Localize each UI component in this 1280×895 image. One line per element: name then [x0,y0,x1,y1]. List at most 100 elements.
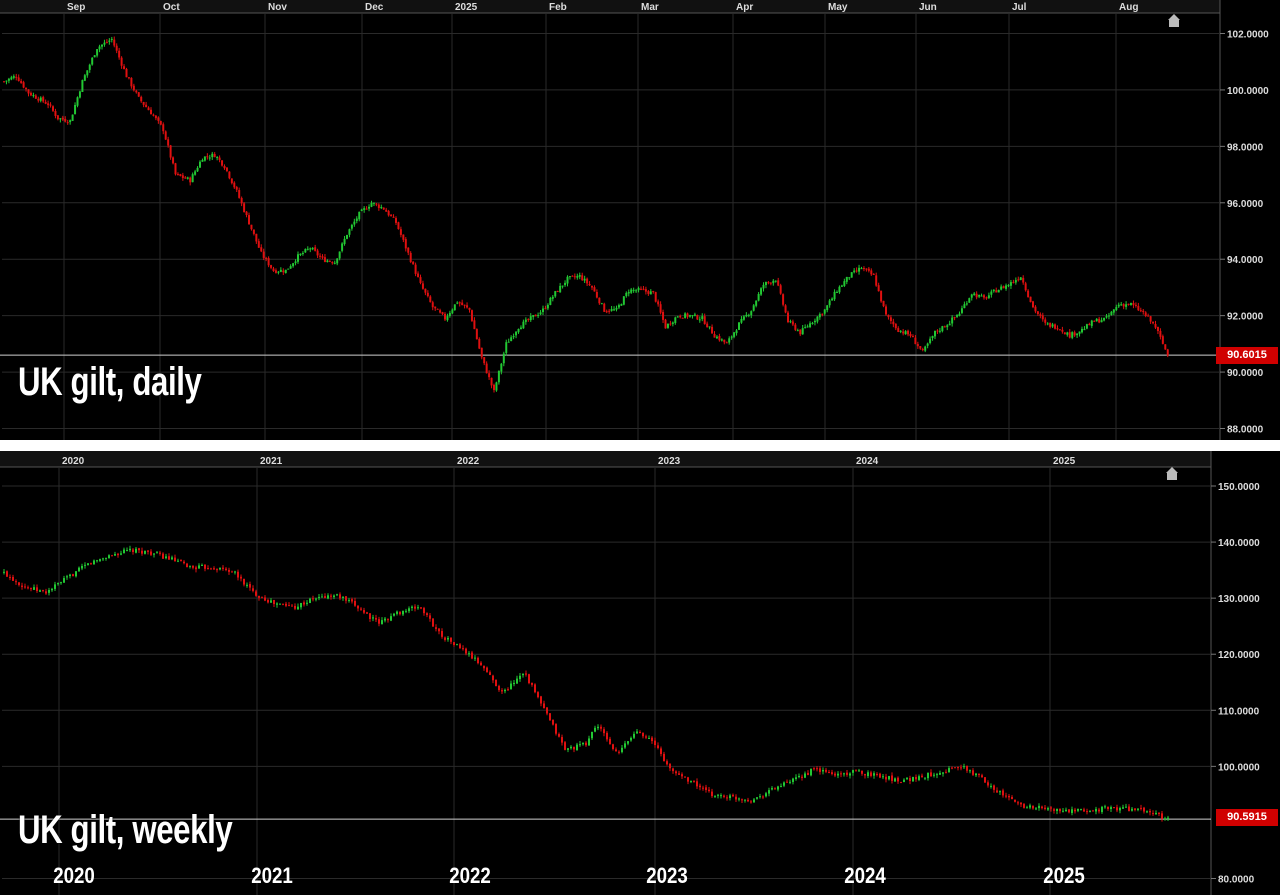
candle-down [135,90,138,93]
candle-down [152,114,155,116]
candle-down [1164,344,1167,350]
candle-up [792,778,794,782]
candle-up [510,683,512,689]
candle-up [624,743,626,748]
candle-down [819,768,821,772]
candle-down [902,331,905,334]
candle-down [1140,807,1142,809]
candle-down [864,774,866,776]
candle-up [326,260,329,263]
candle-down [1039,314,1042,316]
candle-up [774,280,777,282]
candle-up [300,602,302,608]
candle-up [610,309,613,311]
candle-down [897,328,900,332]
candle-up [938,330,941,332]
candle-up [735,330,738,334]
candle-down [1002,286,1005,289]
candle-down [360,608,362,610]
candle-up [532,315,535,317]
candle-down [930,772,932,777]
candle-up [582,742,584,745]
candle-down [544,308,547,310]
candle-down [420,607,422,609]
candle-down [666,761,668,765]
candle-down [1139,310,1142,312]
candle-up [968,298,971,303]
candle-up [1083,329,1086,331]
candle-down [24,586,26,588]
candle-up [818,314,821,318]
candle-down [543,703,545,709]
x-axis-label: Mar [641,2,659,13]
candle-down [490,377,493,386]
candle-down [782,294,785,305]
weekly-chart: 2020 2021 2022 2023 2024 2025 150.0000 140.0000… [0,451,1280,895]
candle-down [240,576,242,579]
candle-down [328,260,331,262]
candle-down [870,270,873,275]
candle-down [1149,316,1152,322]
candle-down [12,577,14,581]
candle-up [1019,277,1022,281]
candle-up [551,296,554,299]
candle-down [957,767,959,769]
candle-down [459,644,461,648]
candle-up [1167,817,1169,819]
candle-down [330,595,332,597]
reset-view-home-icon[interactable] [1168,14,1180,27]
candle-down [291,605,293,607]
candle-down [1152,813,1154,815]
candle-up [510,337,513,342]
candle-up [753,799,755,803]
candle-down [791,321,794,325]
candle-up [287,268,290,270]
x-axis-label: Aug [1119,2,1138,13]
candle-down [618,751,620,753]
candle-down [485,363,488,374]
candle-up [1095,808,1097,812]
candle-down [686,313,689,317]
candle-up [372,202,375,204]
candle-up [720,795,722,797]
reset-view-home-icon[interactable] [1166,467,1178,480]
candle-up [853,270,856,273]
candle-up [1122,807,1124,809]
candle-down [603,729,605,734]
candle-down [441,312,444,315]
candle-down [654,292,657,302]
candle-down [213,154,216,158]
candle-up [338,251,341,259]
candle-down [255,233,258,242]
candle-down [213,568,215,570]
candle-down [705,787,707,790]
candle-down [525,673,527,675]
candle-down [552,719,554,725]
candle-down [471,652,473,659]
candle-down [813,768,815,770]
candle-down [54,110,57,116]
candle-down [885,776,887,780]
candle-down [987,782,989,786]
y-axis-label: 100.0000 [1227,86,1269,97]
candle-down [1061,329,1064,332]
candle-up [958,313,961,316]
candle-up [1076,333,1079,336]
candle-down [90,563,92,565]
candle-up [69,574,71,577]
candle-up [1110,807,1112,810]
candle-down [821,313,824,315]
candle-up [1056,808,1058,811]
candle-up [177,560,179,562]
candle-up [637,288,640,291]
candle-up [292,263,295,267]
candle-up [837,773,839,776]
y-axis-label: 90.0000 [1227,368,1264,379]
candle-up [299,253,302,256]
candle-down [909,778,911,782]
candle-down [1149,810,1151,813]
candle-down [294,605,296,609]
candle-up [621,747,623,753]
candle-down [184,177,187,179]
candle-down [919,346,922,349]
